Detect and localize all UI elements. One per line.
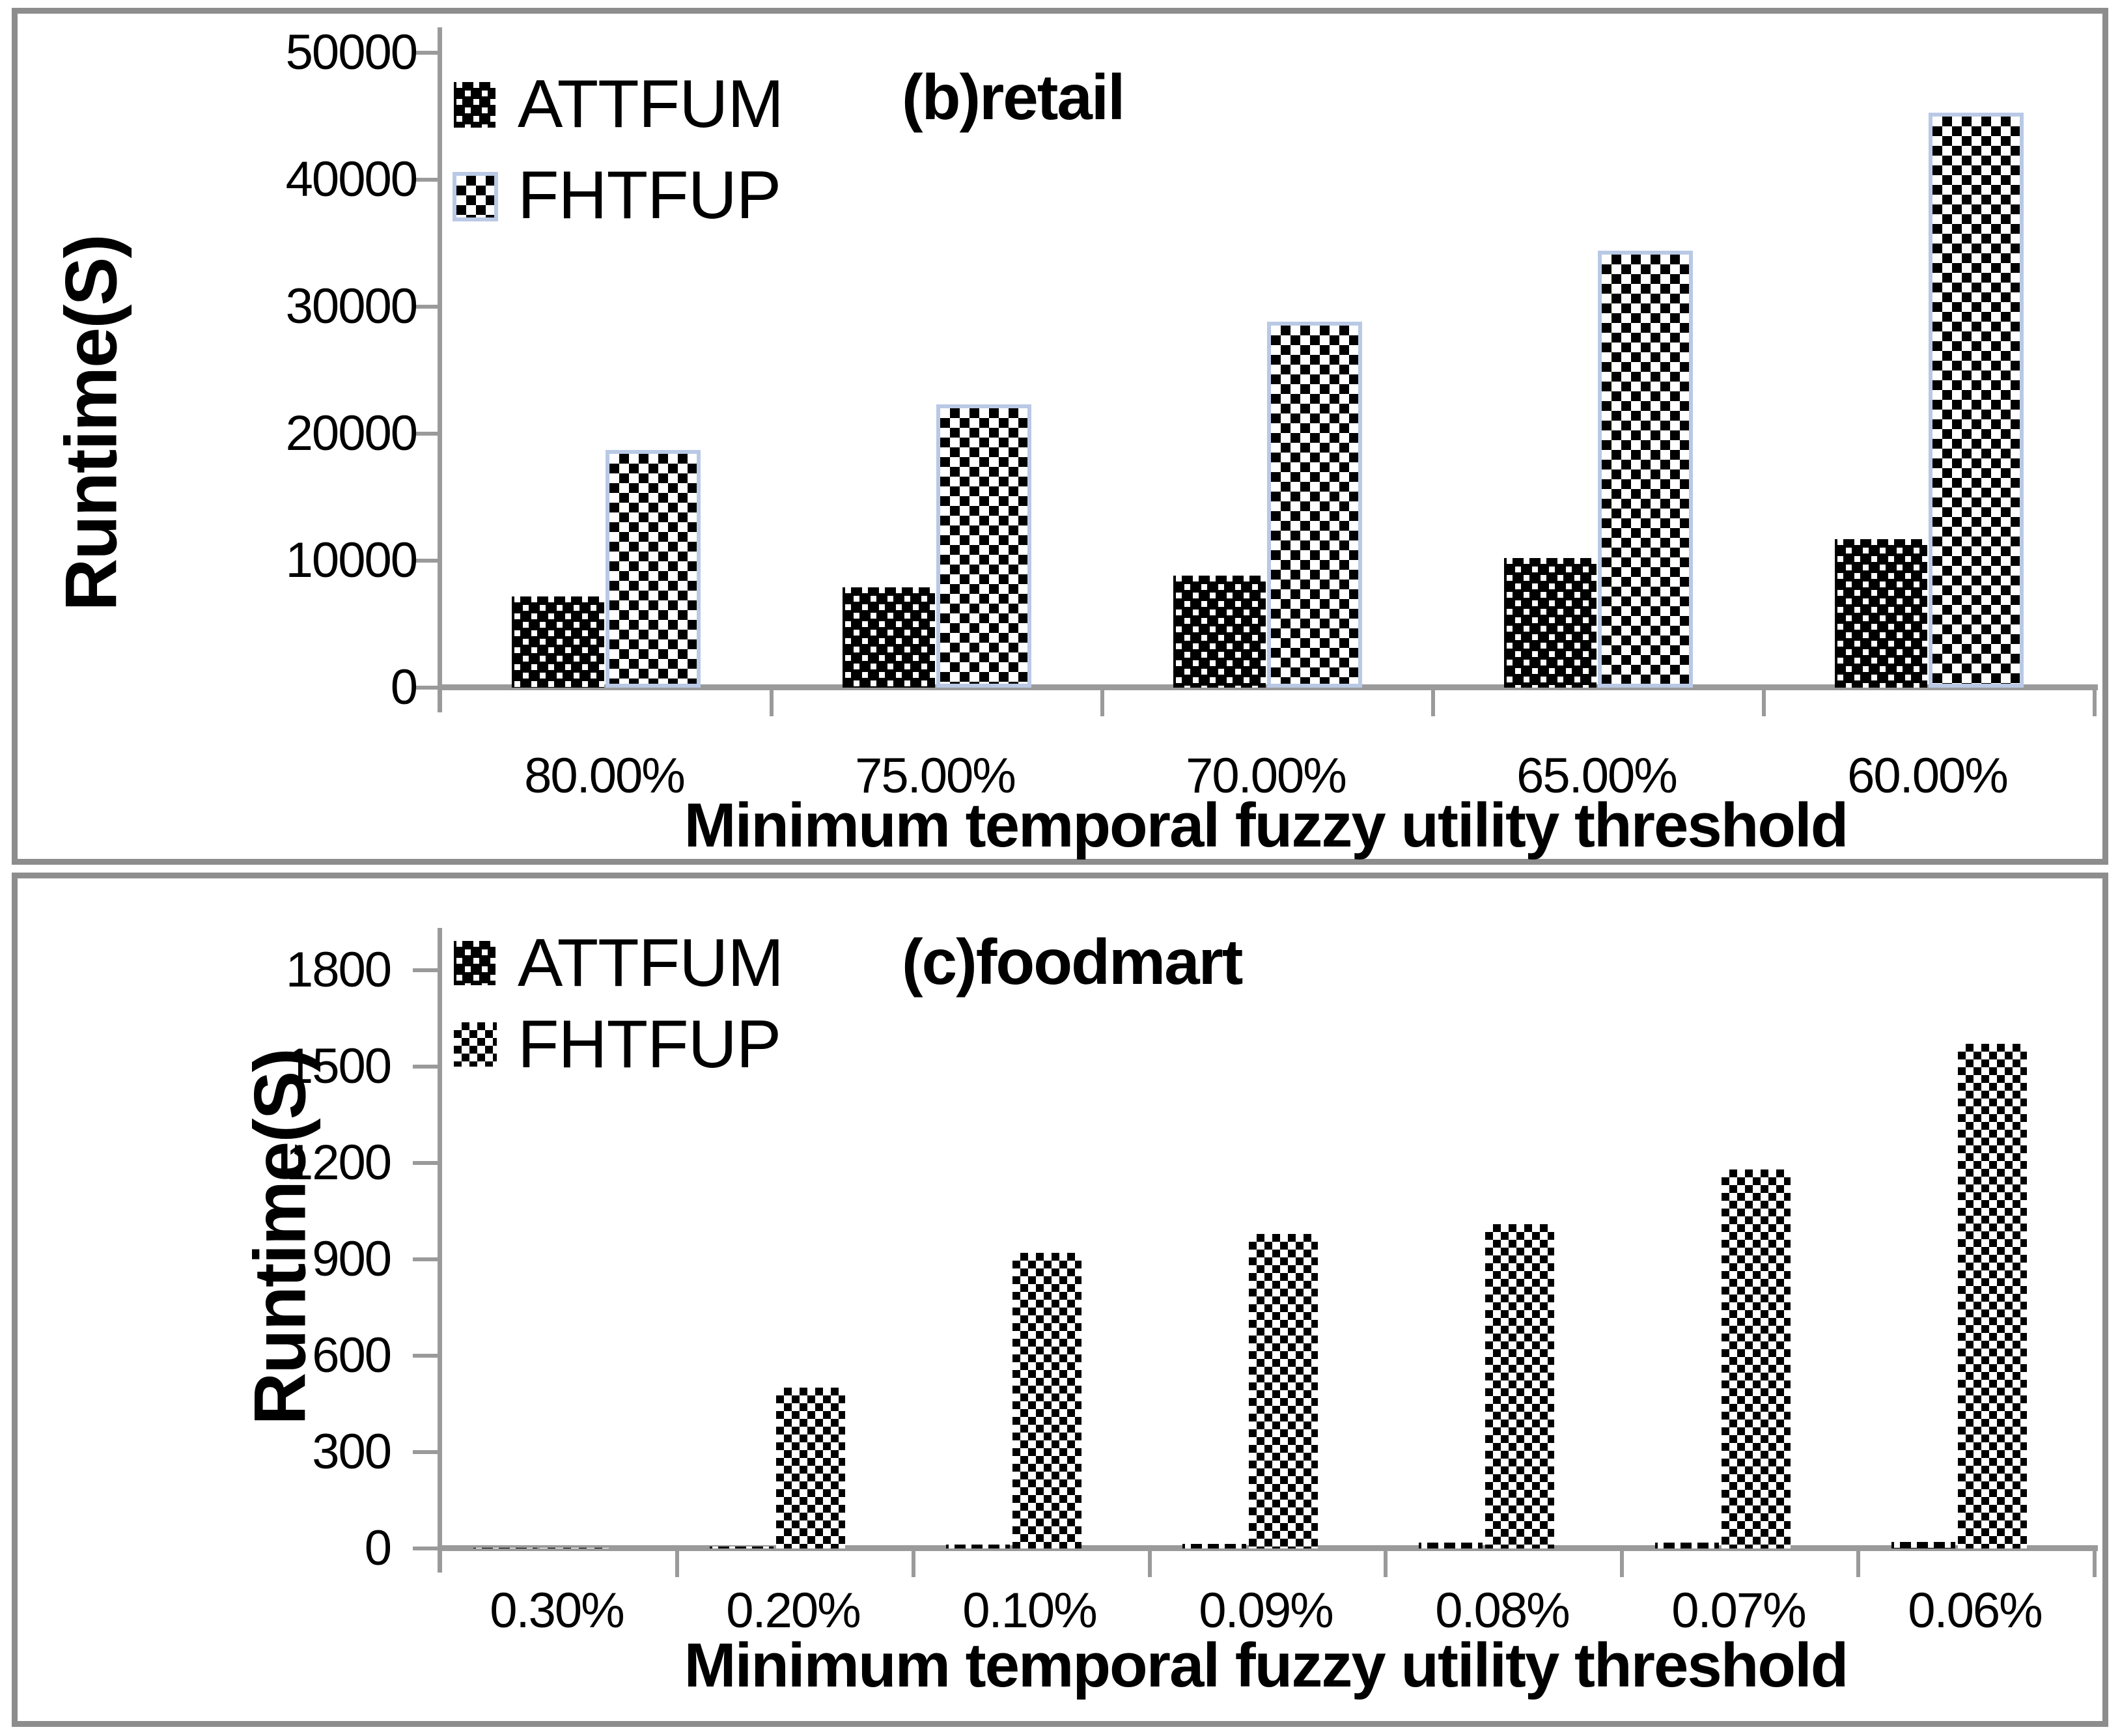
- bar-attfum-65.00%: [1504, 558, 1597, 688]
- x-tick-separator: [2093, 1551, 2097, 1577]
- y-tick-mark: [413, 432, 438, 436]
- y-tick-label: 0: [390, 660, 418, 715]
- x-tick-label: 0.07%: [1671, 1583, 1807, 1638]
- x-tick-separator: [1620, 1551, 1624, 1577]
- x-tick-separator: [912, 1551, 915, 1577]
- legend-swatch-attfum-icon: [454, 82, 495, 128]
- bar-fhtfup-65.00%: [1598, 251, 1693, 688]
- x-tick-label: 0.08%: [1435, 1583, 1570, 1638]
- legend2-label-fhtfup: FHTFUP: [518, 1007, 781, 1082]
- foodmart-y-axis-line: [438, 928, 442, 1573]
- foodmart-chart-title: (c)foodmart: [902, 926, 1243, 998]
- y-tick-label: 20000: [285, 406, 418, 461]
- x-tick-separator: [1431, 690, 1435, 716]
- bar-fhtfup-0.07%: [1722, 1169, 1791, 1548]
- bar-fhtfup-0.20%: [776, 1388, 845, 1548]
- bar-attfum-0.08%: [1419, 1543, 1483, 1548]
- x-tick-separator: [1100, 690, 1104, 716]
- bar-attfum-70.00%: [1173, 576, 1266, 688]
- bar-fhtfup-0.08%: [1485, 1224, 1554, 1548]
- x-tick-label: 80.00%: [524, 748, 686, 804]
- legend2-label-attfum: ATTFUM: [518, 925, 784, 1001]
- y-tick-mark: [413, 51, 438, 55]
- y-tick-label: 1500: [285, 1039, 392, 1094]
- x-tick-label: 0.30%: [490, 1583, 625, 1638]
- y-tick-mark: [413, 178, 438, 182]
- foodmart-x-axis-title: Minimum temporal fuzzy utility threshold: [684, 1631, 1849, 1700]
- legend-label-fhtfup: FHTFUP: [518, 158, 781, 233]
- bar-attfum-75.00%: [843, 587, 935, 688]
- x-tick-separator: [1384, 1551, 1388, 1577]
- legend-label-attfum: ATTFUM: [518, 66, 784, 142]
- x-tick-label: 0.20%: [726, 1583, 861, 1638]
- y-tick-label: 10000: [285, 533, 418, 588]
- legend2-swatch-attfum-icon: [454, 941, 495, 985]
- bar-attfum-0.07%: [1655, 1543, 1719, 1548]
- bar-fhtfup-80.00%: [606, 450, 701, 688]
- bar-fhtfup-60.00%: [1929, 113, 2024, 688]
- x-tick-separator: [1148, 1551, 1152, 1577]
- bar-fhtfup-75.00%: [936, 404, 1031, 688]
- retail-chart-title: (b)retail: [902, 61, 1125, 133]
- y-tick-mark: [413, 1161, 438, 1165]
- retail-x-axis-title: Minimum temporal fuzzy utility threshold: [684, 791, 1849, 860]
- y-tick-label: 40000: [285, 152, 418, 207]
- bar-fhtfup-70.00%: [1267, 322, 1362, 688]
- y-tick-mark: [413, 1257, 438, 1261]
- retail-y-axis-line: [438, 27, 442, 712]
- retail-chart-panel: [12, 8, 2108, 865]
- bar-attfum-0.09%: [1182, 1544, 1246, 1548]
- bar-attfum-0.10%: [946, 1545, 1010, 1548]
- x-tick-label: 75.00%: [855, 748, 1016, 804]
- x-tick-label: 0.06%: [1908, 1583, 2043, 1638]
- y-tick-mark: [413, 1547, 438, 1550]
- x-tick-separator: [675, 1551, 679, 1577]
- y-tick-label: 0: [364, 1520, 392, 1576]
- bar-attfum-0.20%: [710, 1547, 774, 1548]
- bar-attfum-0.06%: [1891, 1542, 1955, 1548]
- y-tick-mark: [413, 1354, 438, 1358]
- retail-y-axis-title: Runtime(S): [50, 235, 132, 611]
- y-tick-mark: [413, 686, 438, 690]
- y-tick-label: 1200: [285, 1135, 392, 1190]
- y-tick-label: 300: [312, 1424, 392, 1479]
- x-tick-separator: [1856, 1551, 1860, 1577]
- y-tick-mark: [413, 1065, 438, 1069]
- y-tick-label: 30000: [285, 279, 418, 334]
- x-tick-label: 60.00%: [1847, 748, 2009, 804]
- x-tick-label: 0.09%: [1199, 1583, 1334, 1638]
- legend2-swatch-fhtfup-icon: [454, 1022, 497, 1067]
- bar-attfum-80.00%: [512, 596, 604, 688]
- y-tick-label: 50000: [285, 25, 418, 80]
- y-tick-label: 600: [312, 1328, 392, 1383]
- x-tick-label: 0.10%: [962, 1583, 1098, 1638]
- x-tick-label: 70.00%: [1186, 748, 1347, 804]
- y-tick-label: 1800: [285, 942, 392, 998]
- y-tick-mark: [413, 305, 438, 309]
- x-tick-separator: [2093, 690, 2097, 716]
- y-tick-mark: [413, 559, 438, 563]
- y-tick-label: 900: [312, 1231, 392, 1287]
- x-tick-separator: [770, 690, 774, 716]
- y-tick-mark: [413, 1450, 438, 1454]
- bar-attfum-60.00%: [1835, 539, 1927, 688]
- bar-fhtfup-0.09%: [1249, 1234, 1318, 1548]
- bar-fhtfup-0.10%: [1012, 1253, 1081, 1548]
- bar-fhtfup-0.06%: [1958, 1044, 2027, 1548]
- x-tick-separator: [1762, 690, 1766, 716]
- legend-swatch-fhtfup-icon: [453, 172, 498, 221]
- x-tick-label: 65.00%: [1516, 748, 1678, 804]
- y-tick-mark: [413, 968, 438, 972]
